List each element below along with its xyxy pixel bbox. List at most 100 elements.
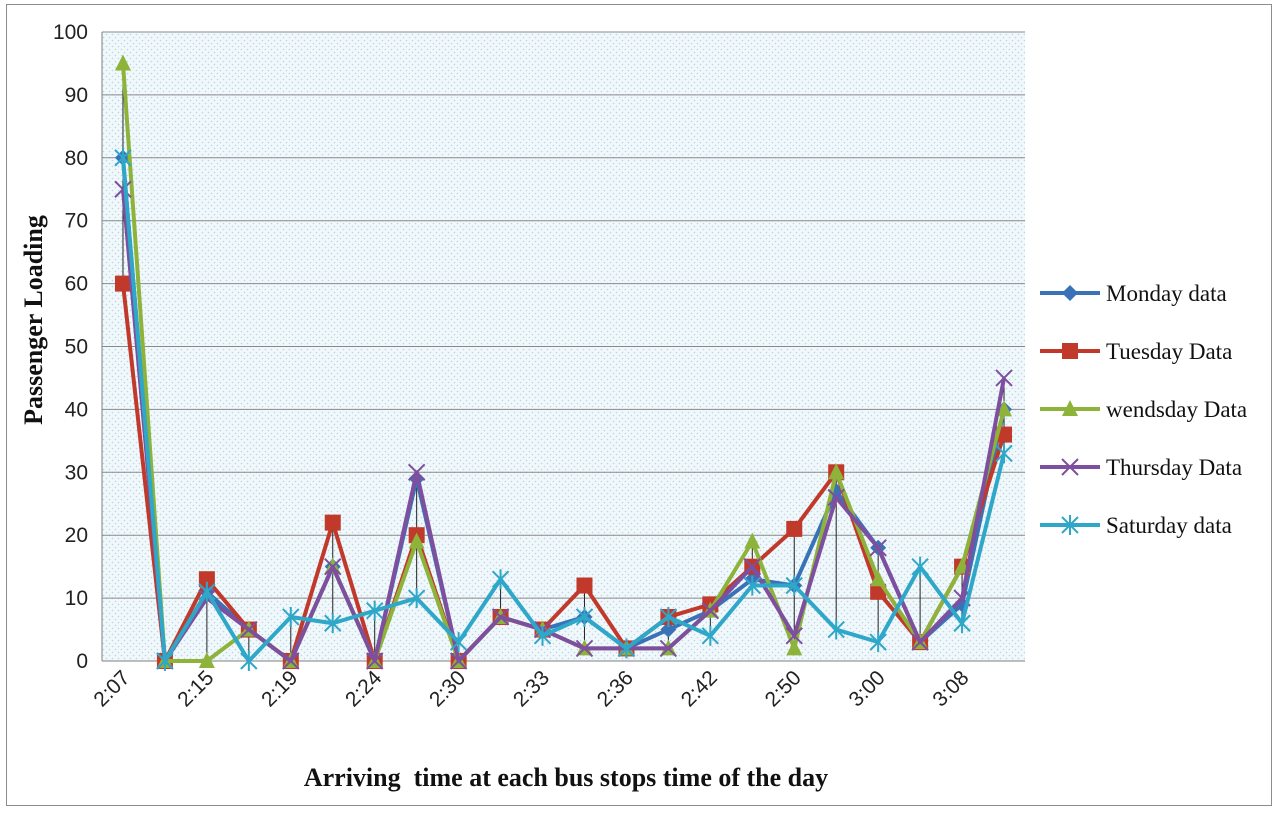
series-group [114,54,1013,671]
legend-item: Tuesday Data [1040,339,1232,364]
data-point [828,463,845,480]
data-point [743,557,762,576]
data-point [785,627,803,645]
legend: Monday data Tuesday Data wendsday Data Thur… [1040,281,1247,538]
legend-marker [1061,458,1079,476]
data-point [911,633,929,651]
y-tick-label: 70 [65,210,88,233]
y-tick-label: 80 [65,147,88,170]
data-point [282,606,300,627]
legend-label: Thursday Data [1106,455,1242,480]
y-tick-label: 50 [65,336,88,359]
data-point [701,625,720,646]
data-point [743,575,762,596]
data-point [198,581,216,602]
data-point [576,577,593,594]
data-point [324,613,342,634]
data-point [156,651,174,671]
data-point [114,275,131,292]
data-point [533,625,552,646]
data-point [827,619,845,640]
data-point [870,570,887,587]
data-point [365,600,384,621]
data-point [617,638,636,659]
y-tick-label: 30 [65,461,88,484]
data-point [995,443,1013,464]
x-tick-label: 2:15 [173,666,218,711]
x-tick-label: 2:30 [425,666,470,711]
x-tick-label: 2:42 [677,666,722,711]
data-point [659,639,678,658]
data-point [911,556,929,577]
data-point [449,652,468,670]
y-tick-label: 100 [53,21,88,44]
y-axis-title: Passenger Loading [19,215,48,425]
legend-label: Tuesday Data [1106,339,1232,364]
x-tick-label: 2:24 [341,666,386,711]
data-point [240,651,258,671]
x-tick-label: 2:50 [761,666,806,711]
series-line [120,189,1006,663]
y-tick-label: 90 [65,84,88,107]
data-point [114,147,132,168]
data-point [786,520,803,537]
x-axis-ticks: 2:07 2:15 2:19 2:24 2:30 2:33 2:36 2:42 2:50 3:00… [89,666,973,711]
data-point [198,571,215,588]
data-point [786,639,803,656]
data-point [660,621,677,638]
data-point [324,557,342,576]
legend-marker [1061,515,1079,535]
data-point [324,514,341,531]
series-line [120,157,1006,663]
legend-label: wendsday Data [1106,397,1247,422]
x-tick-label: 2:33 [509,666,554,711]
data-point [785,575,803,596]
data-point [996,400,1013,417]
data-point [365,652,384,670]
data-point [408,532,425,549]
data-point [240,620,258,639]
data-point [114,54,131,71]
y-tick-label: 60 [65,273,88,296]
data-point [869,632,887,653]
legend-item: Monday data [1040,281,1227,306]
data-point [659,606,678,627]
y-tick-label: 10 [65,587,88,610]
data-point [407,463,426,482]
y-tick-label: 40 [65,398,88,421]
y-axis-ticks: 0 10 20 30 40 50 60 70 80 90 100 [53,21,88,673]
data-point [701,601,720,620]
data-point [575,639,594,658]
data-point [282,652,300,670]
data-point [827,488,845,507]
data-point [995,369,1013,387]
data-point [449,632,468,653]
legend-marker [1062,343,1078,359]
x-tick-label: 2:19 [257,666,302,711]
x-tick-label: 2:36 [593,666,638,711]
x-tick-label: 2:07 [89,666,134,711]
y-tick-label: 0 [76,650,88,673]
data-point [491,569,510,590]
legend-item: wendsday Data [1040,397,1247,422]
legend-marker [1062,285,1078,301]
data-point [407,588,426,609]
legend-label: Saturday data [1106,513,1232,538]
legend-label: Monday data [1106,281,1227,306]
data-point [575,606,594,627]
x-tick-label: 3:00 [845,666,890,711]
legend-marker [1062,400,1078,416]
series-saturday-data [114,147,1013,671]
data-point [744,532,761,549]
data-point [953,613,971,634]
x-tick-label: 3:08 [928,666,973,711]
x-axis-title: Arriving time at each bus stops time of … [304,763,828,792]
data-point [114,180,132,198]
data-point [869,539,887,557]
data-point [491,608,510,626]
y-tick-label: 20 [65,524,88,547]
legend-item: Thursday Data [1040,455,1242,480]
data-point [198,652,215,668]
legend-item: Saturday data [1040,513,1232,538]
